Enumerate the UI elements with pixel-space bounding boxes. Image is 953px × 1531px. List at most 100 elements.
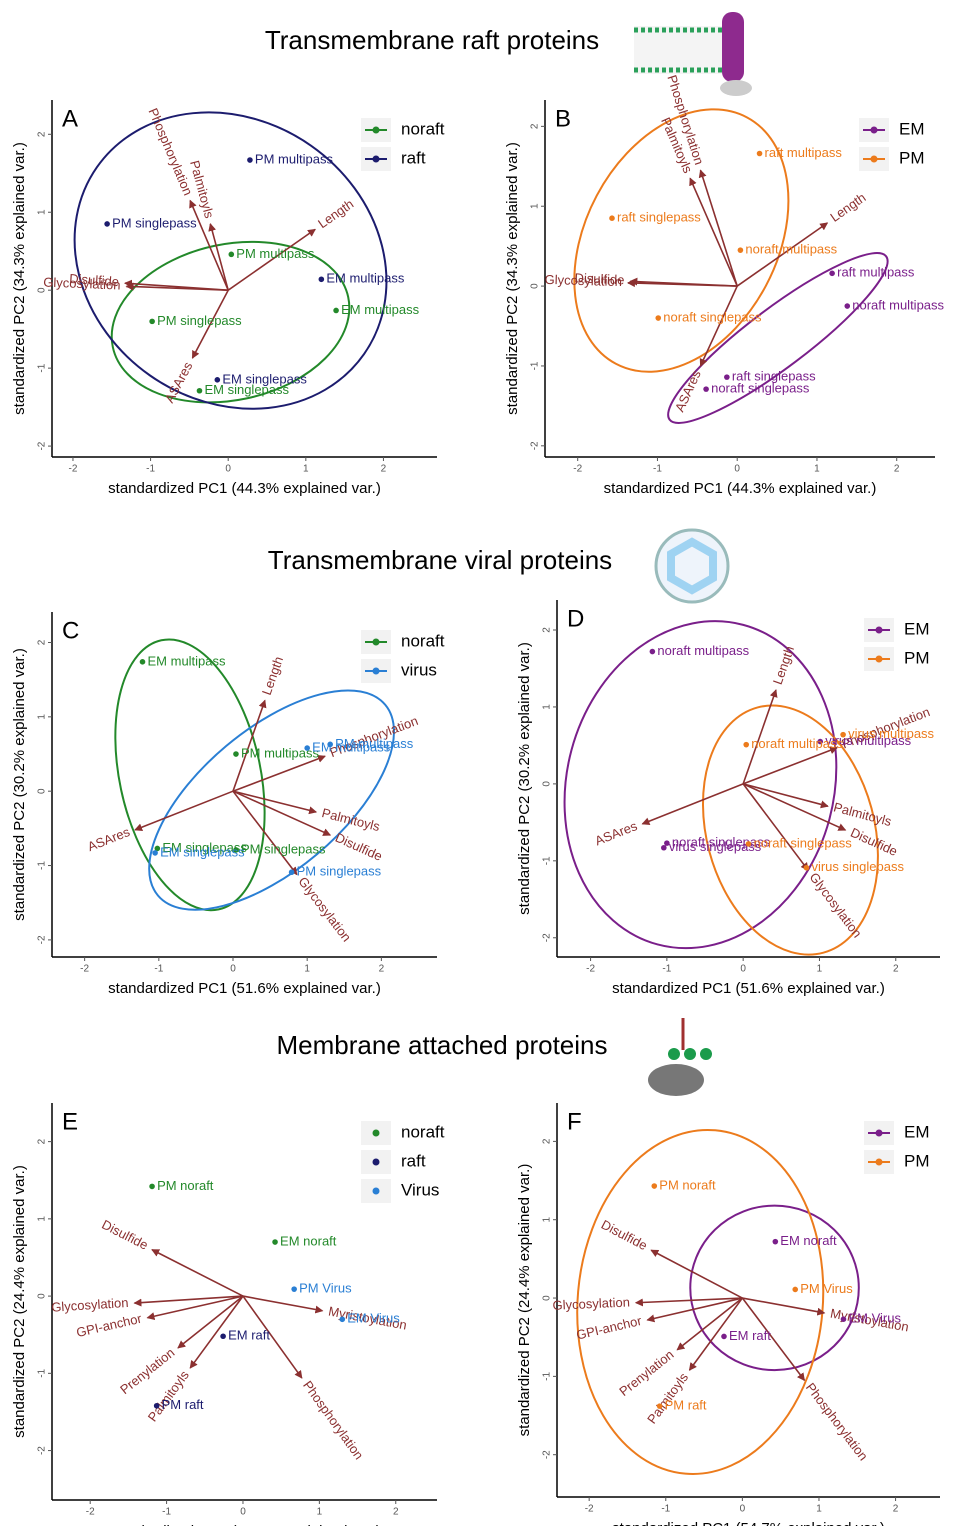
- confidence-ellipse: [701, 704, 879, 956]
- data-point: [840, 1316, 847, 1322]
- data-point: [318, 276, 325, 283]
- legend-label: Virus: [401, 1180, 439, 1199]
- legend-label: PM: [904, 1151, 930, 1170]
- point-label: EM noraft: [780, 1233, 837, 1248]
- data-point: [651, 1183, 658, 1189]
- point-label: PM multipass: [236, 246, 315, 261]
- loading-arrow: [742, 1297, 826, 1316]
- loading-label: ASAres: [672, 367, 704, 414]
- data-point: [153, 1402, 160, 1409]
- confidence-ellipse: [148, 689, 395, 911]
- loading-arrow: [699, 285, 738, 367]
- y-tick-label: 0: [542, 781, 553, 787]
- data-point: [233, 751, 239, 757]
- y-tick-label: 0: [37, 1293, 48, 1299]
- legend-dot: [875, 1158, 883, 1166]
- point-label: raft multipass: [837, 265, 915, 280]
- loading-label: Length: [315, 196, 356, 231]
- loading-arrow: [698, 169, 738, 287]
- loading-label: Glycosylation: [552, 1294, 630, 1312]
- y-tick-label: 2: [37, 131, 48, 137]
- data-point: [724, 374, 730, 380]
- membrane-icon: [634, 12, 752, 96]
- point-label: PM multipass: [335, 736, 414, 751]
- loading-arrow: [232, 790, 332, 836]
- loading-arrow: [634, 1297, 743, 1307]
- y-tick-label: 2: [542, 1138, 553, 1144]
- data-point: [609, 215, 615, 222]
- x-tick-label: -2: [80, 964, 89, 975]
- data-point: [655, 315, 662, 321]
- y-axis-label: standardized PC2 (34.3% explained var.): [11, 142, 28, 415]
- loading-arrow: [242, 1295, 324, 1314]
- y-tick-label: 1: [37, 209, 48, 215]
- point-label: EM singlepass: [222, 371, 307, 386]
- y-tick-label: -2: [37, 935, 48, 944]
- loading-label: Length: [770, 644, 797, 686]
- panel-label: A: [62, 105, 78, 132]
- panel-label: E: [62, 1108, 78, 1135]
- y-axis-label: standardized PC2 (34.3% explained var.): [504, 142, 521, 415]
- loading-label: Disulfide: [69, 271, 120, 289]
- section-title: Transmembrane raft proteins: [265, 25, 599, 55]
- x-tick-label: -1: [146, 464, 155, 475]
- data-point: [288, 869, 295, 876]
- data-point: [304, 745, 310, 751]
- loading-label: ASAres: [162, 359, 196, 405]
- data-point: [745, 841, 752, 847]
- loading-arrow: [208, 222, 229, 291]
- legend-dot: [372, 638, 380, 646]
- legend-label: noraft: [401, 1122, 445, 1141]
- confidence-ellipse: [563, 620, 838, 950]
- legend-label: PM: [899, 148, 925, 167]
- loading-arrow: [134, 790, 234, 832]
- x-tick-label: 1: [814, 464, 820, 475]
- y-tick-label: 2: [542, 627, 553, 633]
- loading-arrow: [232, 790, 318, 815]
- section-title: Membrane attached proteins: [277, 1030, 608, 1060]
- legend-label: noraft: [401, 631, 445, 650]
- x-axis-label: standardized PC1 (51.6% explained var.): [612, 980, 885, 997]
- data-point: [149, 1183, 155, 1190]
- y-axis-label: standardized PC2 (30.2% explained var.): [11, 648, 28, 921]
- point-label: EM Virus: [848, 1311, 901, 1326]
- loading-label: Length: [259, 654, 286, 696]
- point-label: noraft multipass: [745, 242, 837, 257]
- x-tick-label: -1: [662, 964, 671, 975]
- y-tick-label: 1: [530, 203, 541, 209]
- data-point: [154, 845, 161, 852]
- y-axis-label: standardized PC2 (24.4% explained var.): [516, 1164, 533, 1437]
- data-point: [196, 387, 203, 394]
- point-label: EM raft: [228, 1328, 270, 1343]
- point-label: EM raft: [729, 1328, 771, 1343]
- data-point: [214, 377, 221, 383]
- loading-label: Phosphorylation: [300, 1378, 367, 1462]
- y-tick-label: -1: [37, 363, 48, 372]
- y-tick-label: -2: [542, 933, 553, 942]
- point-label: EM singlepass: [160, 844, 245, 859]
- x-tick-label: -2: [585, 1504, 594, 1515]
- y-axis-label: standardized PC2 (30.2% explained var.): [516, 642, 533, 915]
- y-tick-label: 0: [37, 788, 48, 794]
- loading-label: Disulfide: [333, 830, 385, 864]
- legend-dot: [875, 655, 883, 663]
- data-point: [664, 840, 670, 846]
- point-label: noraft singlepass: [711, 381, 810, 396]
- point-label: PM Virus: [800, 1281, 853, 1296]
- y-tick-label: -1: [542, 1371, 553, 1380]
- data-point: [139, 659, 146, 665]
- loading-label: Glycosylation: [295, 874, 354, 944]
- panel-label: F: [567, 1108, 582, 1135]
- legend-label: raft: [401, 148, 426, 167]
- loading-arrow: [742, 783, 809, 871]
- loading-label: Disulfide: [574, 270, 624, 287]
- loading-label: ASAres: [593, 818, 640, 848]
- legend-dot: [875, 1129, 883, 1137]
- point-label: virus multipass: [848, 726, 934, 741]
- point-label: PM noraft: [157, 1178, 214, 1193]
- data-point: [233, 847, 239, 853]
- x-tick-label: 1: [817, 964, 823, 975]
- loading-arrow: [676, 1297, 743, 1351]
- loading-arrow: [232, 790, 298, 876]
